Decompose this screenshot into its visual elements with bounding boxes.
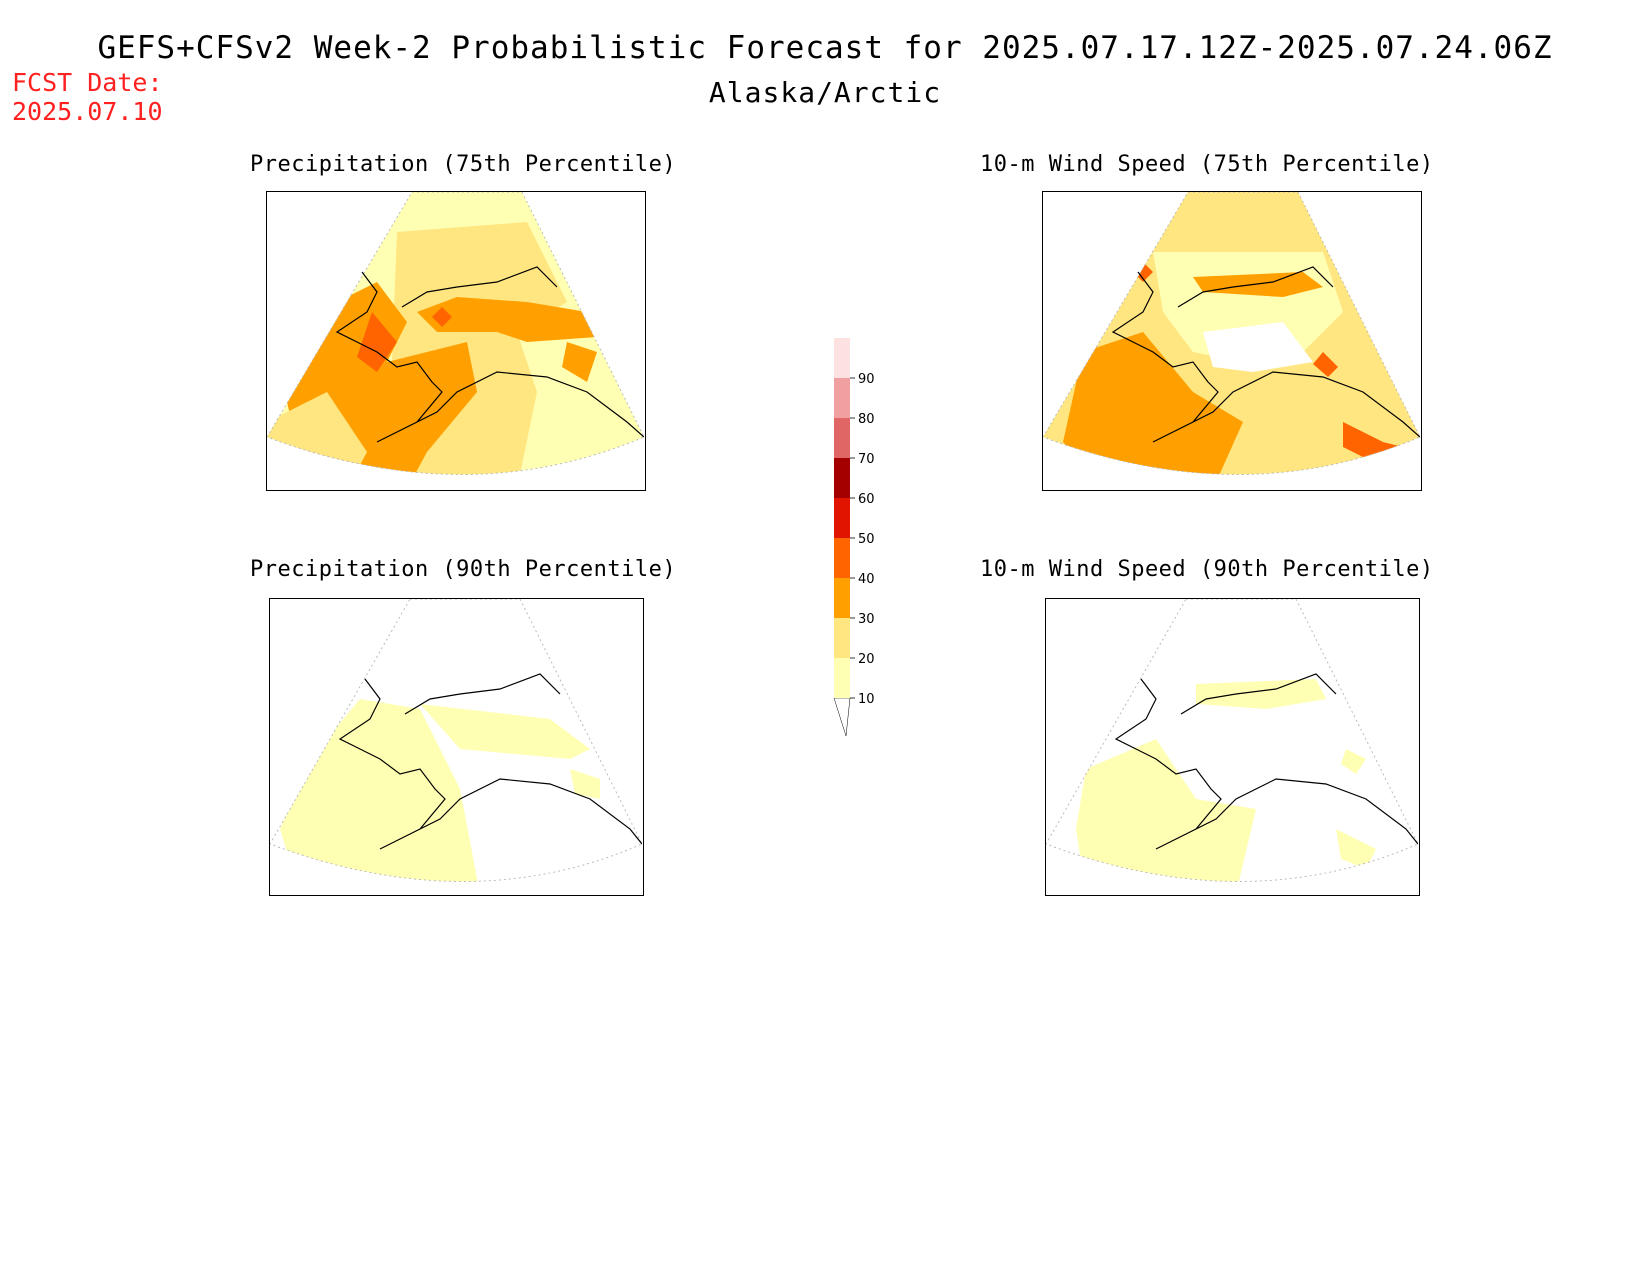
map-precip-90 (269, 598, 644, 896)
colorbar-swatch-10 (834, 658, 850, 698)
colorbar-label-50: 50 (858, 532, 875, 547)
panel-title-wind-90: 10-m Wind Speed (90th Percentile) (980, 557, 1434, 582)
colorbar-label-60: 60 (858, 492, 875, 507)
panel-title-precip-90: Precipitation (90th Percentile) (250, 557, 677, 582)
panel-title-wind-75: 10-m Wind Speed (75th Percentile) (980, 152, 1434, 177)
colorbar-legend: 10 20 30 40 50 60 70 80 90 (820, 300, 900, 738)
colorbar-swatch-30 (834, 578, 850, 618)
region-subtitle: Alaska/Arctic (708, 76, 942, 109)
map-wind-90 (1045, 598, 1420, 896)
colorbar-swatch-50 (834, 498, 850, 538)
colorbar-swatch-20 (834, 618, 850, 658)
colorbar-swatch-40 (834, 538, 850, 578)
forecast-date-label: FCST Date: (12, 68, 163, 97)
colorbar-label-20: 20 (858, 652, 875, 667)
colorbar-label-70: 70 (858, 452, 875, 467)
colorbar-label-90: 90 (858, 372, 875, 387)
map-wind-75 (1042, 191, 1422, 491)
colorbar-swatch-90 (834, 338, 850, 378)
map-precip-75 (266, 191, 646, 491)
main-title: GEFS+CFSv2 Week-2 Probabilistic Forecast… (97, 30, 1553, 66)
colorbar-svg: 10 20 30 40 50 60 70 80 90 (833, 300, 875, 737)
panel-title-precip-75: Precipitation (75th Percentile) (250, 152, 677, 177)
colorbar-swatch-80 (834, 378, 850, 418)
forecast-date-value: 2025.07.10 (12, 97, 163, 126)
colorbar-label-40: 40 (858, 572, 875, 587)
colorbar-bottom-extension (833, 697, 851, 737)
colorbar-label-80: 80 (858, 412, 875, 427)
colorbar-label-30: 30 (858, 612, 875, 627)
colorbar-swatch-70 (834, 418, 850, 458)
colorbar-label-10: 10 (858, 692, 875, 707)
colorbar-swatch-60 (834, 458, 850, 498)
